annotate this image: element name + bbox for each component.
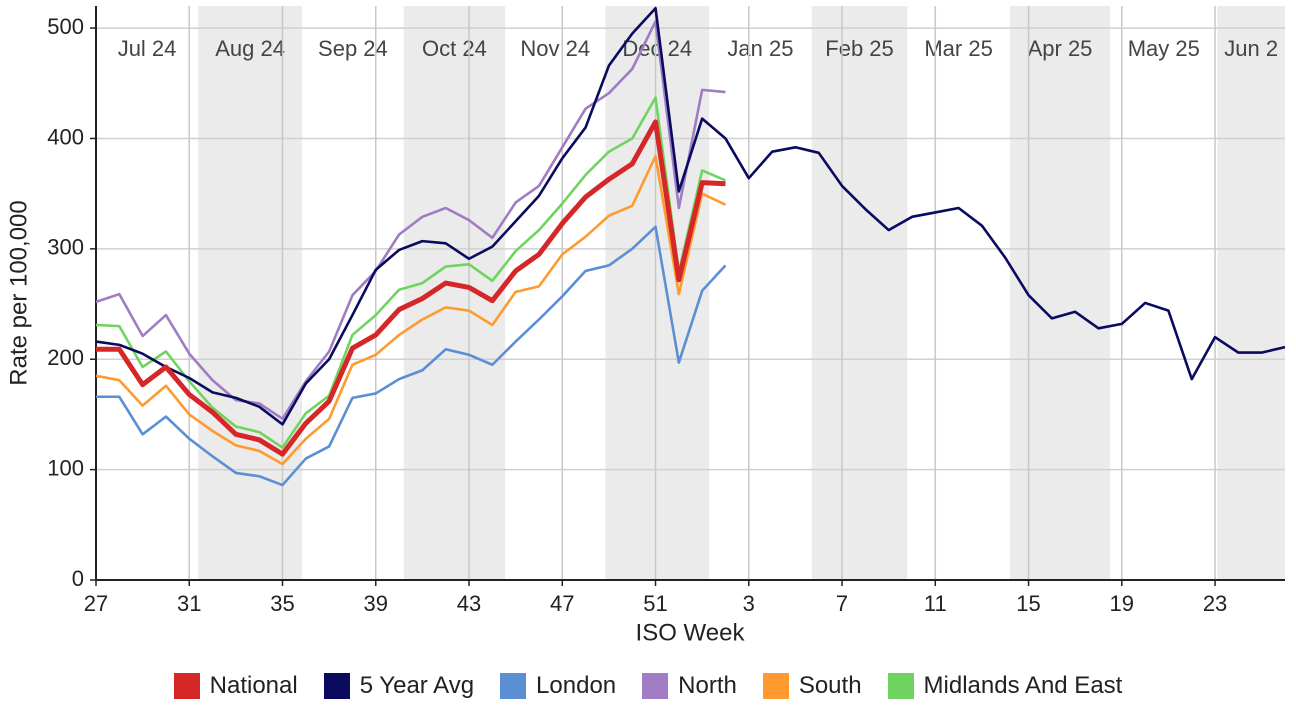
legend-item: Midlands And East <box>887 672 1123 700</box>
legend-item: London <box>500 672 616 700</box>
series-line <box>96 119 726 457</box>
x-tick-label: 11 <box>924 591 947 616</box>
series-line <box>95 154 727 466</box>
legend-item: National <box>173 672 298 700</box>
legend-item: South <box>762 672 862 700</box>
legend-label: National <box>209 672 298 699</box>
x-tick-label: 15 <box>1016 591 1040 616</box>
month-band <box>1217 6 1285 580</box>
month-label: May 25 <box>1128 36 1200 61</box>
legend: National 5 Year Avg London North South Midlan… <box>0 672 1296 700</box>
month-band <box>605 6 710 580</box>
x-axis-title: ISO Week <box>636 619 746 646</box>
month-label: Jun 2 <box>1224 36 1278 61</box>
y-axis-title: Rate per 100,000 <box>5 200 32 385</box>
series-line <box>95 20 726 421</box>
x-tick-label: 51 <box>643 591 667 616</box>
legend-label: 5 Year Avg <box>359 672 475 699</box>
legend-label: South <box>798 672 862 699</box>
series-line <box>95 6 1286 426</box>
legend-swatch <box>173 673 200 699</box>
y-tick-label: 300 <box>47 235 84 260</box>
month-band <box>811 6 908 580</box>
x-tick-label: 47 <box>550 591 574 616</box>
month-label: Jul 24 <box>118 36 177 61</box>
legend-swatch <box>887 673 914 699</box>
month-band <box>198 6 303 580</box>
y-tick-label: 200 <box>47 345 84 370</box>
legend-swatch <box>762 673 789 699</box>
y-tick-label: 500 <box>47 14 84 39</box>
y-tick-label: 400 <box>47 124 84 149</box>
x-tick-label: 43 <box>457 591 481 616</box>
series-line <box>96 225 727 487</box>
legend-swatch <box>323 673 350 699</box>
legend-swatch <box>642 673 669 699</box>
x-tick-label: 3 <box>743 591 755 616</box>
x-tick-label: 39 <box>364 591 388 616</box>
x-tick-label: 35 <box>270 591 294 616</box>
x-tick-label: 27 <box>84 591 108 616</box>
legend-item: 5 Year Avg <box>323 672 475 700</box>
series-line <box>95 96 726 449</box>
month-label: Nov 24 <box>520 36 590 61</box>
x-tick-label: 31 <box>177 591 201 616</box>
y-tick-label: 100 <box>47 455 84 480</box>
x-tick-label: 7 <box>836 591 848 616</box>
chart: ISO Week Rate per 100,000 Jul 24 Aug 24 Se… <box>5 6 1286 646</box>
month-band <box>403 6 506 580</box>
month-label: Aug 24 <box>215 36 285 61</box>
legend-label: Midlands And East <box>923 672 1123 699</box>
legend-label: North <box>678 672 737 699</box>
legend-label: London <box>536 672 617 699</box>
month-band <box>1009 6 1111 580</box>
month-label: Sep 24 <box>318 36 388 61</box>
month-label: Apr 25 <box>1028 36 1093 61</box>
month-label: Jan 25 <box>727 36 793 61</box>
x-tick-label: 19 <box>1110 591 1134 616</box>
month-label: Oct 24 <box>422 36 487 61</box>
legend-swatch <box>500 673 527 699</box>
legend-item: North <box>642 672 737 700</box>
y-tick-label: 0 <box>72 566 84 591</box>
x-tick-label: 23 <box>1203 591 1227 616</box>
month-label: Feb 25 <box>825 36 894 61</box>
